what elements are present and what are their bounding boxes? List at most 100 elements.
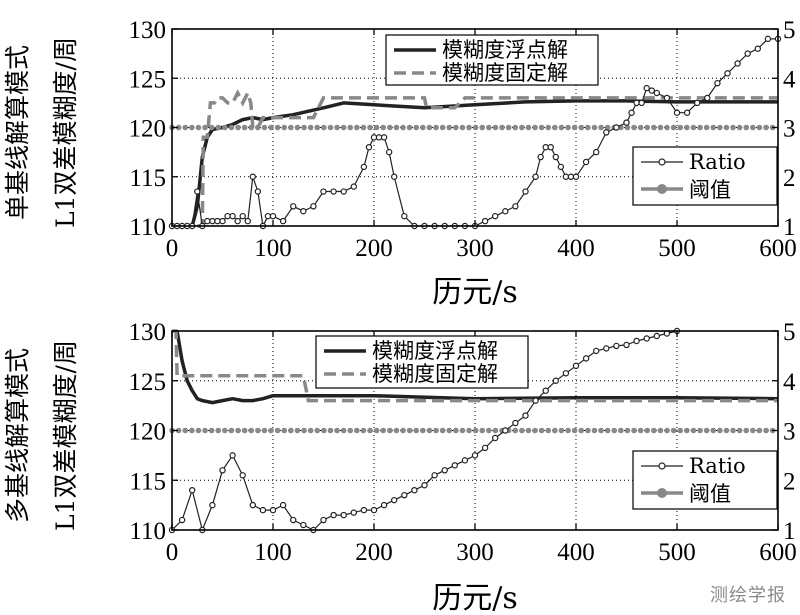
ratio-point xyxy=(279,501,287,509)
ratio-point xyxy=(552,377,560,384)
ratio-point xyxy=(623,119,630,126)
ratio-point xyxy=(593,148,600,156)
ratio-point xyxy=(522,412,529,419)
ratio-point xyxy=(542,143,549,151)
y-right-tick-label: 4 xyxy=(783,66,796,93)
ratio-point xyxy=(683,109,691,116)
ratio-point xyxy=(279,217,287,225)
ratio-point xyxy=(391,173,398,180)
y-right-tick-label: 4 xyxy=(783,369,796,396)
ratio-point xyxy=(209,217,216,225)
series-float-line xyxy=(190,99,778,227)
y-left-tick-label: 120 xyxy=(129,419,167,446)
series-fixed-line xyxy=(197,88,778,228)
ratio-point xyxy=(643,84,650,92)
ratio-point xyxy=(350,183,357,190)
ratio-point xyxy=(512,419,519,427)
legend-bottom-box xyxy=(632,450,778,510)
ratio-point xyxy=(704,94,711,102)
ratio-point xyxy=(365,143,373,151)
ratio-point xyxy=(593,347,600,355)
ratio-point xyxy=(375,134,383,141)
ratio-point xyxy=(653,332,661,340)
ratio-point xyxy=(320,516,327,524)
y-right-tick-label: 2 xyxy=(783,468,796,495)
ratio-point xyxy=(219,217,226,225)
ratio-point xyxy=(224,212,231,220)
y-right-tick-label: 3 xyxy=(783,419,796,446)
ratio-point xyxy=(310,203,317,210)
ratio-point xyxy=(764,35,772,43)
ratio-point xyxy=(638,99,645,107)
ratio-point xyxy=(269,212,277,220)
ratio-point xyxy=(214,217,221,225)
y-axis-label-line: L1双差模糊度/周 xyxy=(51,37,80,228)
ratio-point xyxy=(340,188,347,195)
ratio-point xyxy=(532,397,539,404)
y-axis-label-line: 多基线解算模式 xyxy=(3,348,32,523)
ratio-point xyxy=(502,208,509,215)
y-left-tick-label: 110 xyxy=(129,518,166,545)
watermark-text: 测绘学报 xyxy=(710,585,786,606)
ratio-point xyxy=(572,362,580,370)
ratio-point xyxy=(653,89,661,97)
ratio-point xyxy=(633,337,640,345)
legend-threshold-label: 阈值 xyxy=(689,482,731,506)
ratio-point xyxy=(380,501,388,509)
ratio-point xyxy=(421,482,428,489)
y-left-tick-label: 120 xyxy=(129,116,167,143)
ratio-point xyxy=(547,143,554,151)
chart-panel-top: 0 100 200 300 400 500 600 110 115 120 125 130 1 2 3 4 5 历… xyxy=(3,17,797,310)
ratio-point xyxy=(204,217,211,225)
ratio-point xyxy=(229,212,236,220)
ratio-point xyxy=(532,173,539,180)
ratio-point xyxy=(582,355,590,362)
ratio-point xyxy=(239,212,246,220)
x-tick-label: 400 xyxy=(557,539,595,566)
ratio-point xyxy=(481,444,489,452)
ratio-point xyxy=(744,50,751,57)
legend-ratio-label: Ratio xyxy=(689,454,746,478)
x-tick-label: 0 xyxy=(166,235,179,262)
ratio-point xyxy=(380,134,388,141)
ratio-point xyxy=(249,501,256,509)
y-left-tick-label: 115 xyxy=(129,165,166,192)
ratio-point xyxy=(663,94,671,102)
y-right-tick-label: 1 xyxy=(783,214,796,241)
y-axis-label-line: L1双差模糊度/周 xyxy=(51,340,80,531)
ratio-point xyxy=(300,208,307,215)
ratio-point xyxy=(391,496,398,504)
ratio-point xyxy=(259,506,267,514)
ratio-point xyxy=(431,472,438,479)
ratio-point xyxy=(188,487,196,494)
ratio-point xyxy=(714,79,721,87)
ratio-point xyxy=(451,462,458,469)
y-right-tick-label: 2 xyxy=(783,165,796,192)
ratio-point xyxy=(370,506,378,514)
ratio-point xyxy=(557,163,565,171)
ratio-point xyxy=(492,434,499,442)
ratio-point xyxy=(350,509,357,516)
ratio-point xyxy=(613,124,620,131)
ratio-point xyxy=(648,87,655,94)
ratio-point xyxy=(512,203,519,210)
x-tick-label: 600 xyxy=(759,235,797,262)
ratio-point xyxy=(290,203,297,210)
ratio-point xyxy=(330,188,337,195)
y-left-tick-label: 130 xyxy=(129,17,167,44)
series-float-line xyxy=(175,330,779,405)
ratio-point xyxy=(567,173,575,180)
ratio-point xyxy=(603,129,610,136)
legend-threshold-label: 阈值 xyxy=(689,178,731,202)
y-right-tick-label: 5 xyxy=(783,319,796,346)
x-tick-label: 500 xyxy=(658,539,696,566)
legend-fixed-label: 模糊度固定解 xyxy=(442,61,568,85)
legend-float-label: 模糊度浮点解 xyxy=(372,339,498,363)
ratio-point xyxy=(360,163,368,171)
ratio-point xyxy=(471,452,479,459)
ratio-point xyxy=(219,467,226,474)
ratio-point xyxy=(340,511,347,519)
ratio-point xyxy=(441,467,448,474)
y-left-tick-label: 130 xyxy=(129,319,167,346)
